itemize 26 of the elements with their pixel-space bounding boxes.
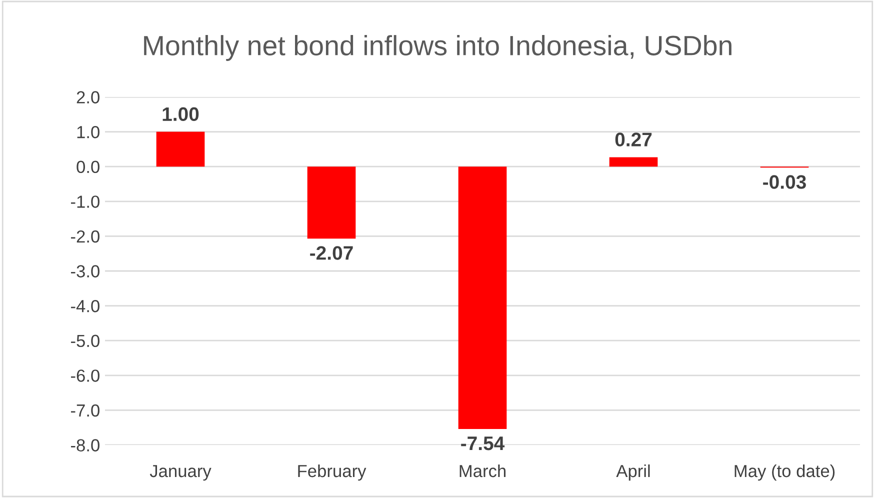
y-tick-label: -4.0 [70, 300, 100, 312]
bar [609, 157, 658, 167]
data-label: -2.07 [310, 246, 353, 260]
y-tick-label: -2.0 [70, 230, 100, 243]
chart-title: Monthly net bond inflows into Indonesia, USDbn [144, 35, 732, 61]
data-label: -7.54 [461, 436, 505, 450]
x-tick-label: January [150, 465, 212, 481]
x-tick-label: May (to date) [734, 464, 835, 481]
y-tick-label: 1.0 [77, 126, 100, 138]
y-tick-label: -1.0 [70, 196, 100, 208]
y-tick-label: -6.0 [70, 370, 100, 382]
y-tick-label: -3.0 [70, 265, 100, 278]
y-tick-label: 0.0 [76, 160, 100, 174]
bar [458, 166, 507, 429]
data-label: 0.27 [615, 132, 652, 146]
data-label: 1.00 [162, 107, 199, 122]
data-label: -0.03 [763, 175, 806, 189]
x-tick-label: April [616, 464, 650, 481]
x-tick-label: February [298, 464, 366, 481]
x-tick-label: March [460, 464, 506, 478]
y-tick-label: -8.0 [70, 439, 100, 452]
y-tick-label: -5.0 [70, 334, 100, 348]
bar [307, 166, 356, 239]
y-tick-label: 2.0 [76, 91, 100, 104]
y-tick-label: -7.0 [70, 404, 100, 417]
bar [156, 132, 205, 167]
